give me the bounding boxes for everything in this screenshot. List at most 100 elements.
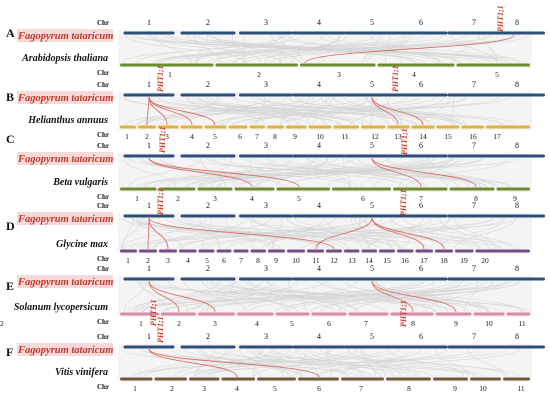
synteny-line bbox=[225, 217, 494, 250]
chromosome-bar bbox=[447, 93, 501, 97]
synteny-line bbox=[319, 348, 520, 378]
chromosome-bar bbox=[292, 345, 346, 349]
synteny-line bbox=[213, 34, 300, 64]
species-label-highlight bbox=[17, 343, 113, 356]
chr-label: Chr bbox=[97, 383, 109, 391]
species-label-highlight bbox=[17, 91, 113, 104]
synteny-line bbox=[191, 96, 356, 126]
panel-letter: F bbox=[6, 345, 13, 359]
synteny-line bbox=[280, 34, 340, 64]
synteny-line bbox=[142, 348, 349, 378]
pht1-synteny-line bbox=[148, 96, 216, 126]
chromosome-number: 4 bbox=[186, 256, 190, 265]
chromosome-number: 6 bbox=[361, 194, 365, 203]
synteny-line bbox=[296, 348, 319, 378]
synteny-line bbox=[252, 96, 327, 126]
synteny-line bbox=[319, 34, 441, 64]
synteny-line bbox=[185, 280, 509, 313]
chromosome-bar bbox=[397, 249, 414, 253]
chromosome-bar bbox=[348, 312, 389, 316]
chromosome-bar bbox=[473, 312, 505, 316]
synteny-line bbox=[310, 348, 484, 378]
chromosome-number: 5 bbox=[290, 319, 294, 328]
chromosome-bar bbox=[120, 63, 214, 67]
chr-label: Chr bbox=[97, 69, 109, 77]
synteny-line bbox=[354, 280, 462, 313]
chromosome-bar bbox=[344, 154, 400, 158]
synteny-line bbox=[268, 34, 530, 64]
synteny-line bbox=[366, 34, 411, 64]
chromosome-number: 5 bbox=[370, 80, 374, 89]
pht1-synteny-line bbox=[148, 157, 300, 188]
chromosome-bar bbox=[216, 249, 232, 253]
pht1-synteny-line bbox=[371, 96, 424, 126]
chromosome-bar bbox=[180, 154, 236, 158]
chromosome-bar bbox=[333, 125, 359, 129]
panel-letter: C bbox=[6, 132, 15, 146]
chromosome-number: 5 bbox=[370, 332, 374, 341]
chromosome-number: 13 bbox=[394, 132, 402, 141]
chromosome-bar bbox=[180, 93, 236, 97]
species-label: Helianthus annuus bbox=[27, 115, 108, 126]
chromosome-number: 4 bbox=[317, 332, 321, 341]
species-label: Vitis vinifera bbox=[55, 367, 108, 378]
species-label-tataricum: Fagopyrum tataricum bbox=[17, 93, 113, 104]
chromosome-number: 7 bbox=[472, 201, 476, 210]
chromosome-bar bbox=[158, 125, 179, 129]
chromosome-bar bbox=[435, 312, 472, 316]
synteny-line bbox=[183, 348, 412, 378]
chromosome-number: 4 bbox=[412, 70, 416, 79]
chromosome-number: 17 bbox=[493, 132, 501, 141]
pht1-gene-label: PHT1;1 bbox=[156, 65, 165, 92]
chromosome-number: 3 bbox=[264, 18, 268, 27]
chromosome-bar bbox=[394, 31, 448, 35]
synteny-line bbox=[307, 157, 510, 188]
chromosome-number: 3 bbox=[264, 141, 268, 150]
synteny-line bbox=[217, 157, 316, 188]
chromosome-number: 9 bbox=[454, 319, 458, 328]
synteny-line bbox=[368, 217, 424, 250]
synteny-line bbox=[166, 157, 294, 188]
synteny-line bbox=[142, 157, 338, 188]
synteny-line bbox=[439, 217, 489, 250]
synteny-line bbox=[126, 280, 264, 313]
chromosome-number: 5 bbox=[205, 256, 209, 265]
chromosome-number: 8 bbox=[515, 141, 519, 150]
synteny-line bbox=[120, 34, 303, 64]
chromosome-bar bbox=[447, 345, 501, 349]
synteny-line bbox=[359, 217, 502, 250]
synteny-line bbox=[174, 348, 274, 378]
synteny-line bbox=[390, 217, 480, 250]
synteny-line bbox=[319, 280, 469, 313]
pht1-gene-marker: PHT1;1 bbox=[156, 65, 165, 92]
chromosome-bar bbox=[489, 31, 545, 35]
species-label-tataricum: Fagopyrum tataricum bbox=[17, 345, 113, 356]
chromosome-bar bbox=[506, 312, 530, 316]
synteny-line bbox=[302, 217, 504, 250]
chromosome-bar bbox=[341, 377, 384, 381]
species-label: Arabidopsis thaliana bbox=[21, 53, 108, 64]
synteny-line bbox=[346, 157, 481, 188]
synteny-line bbox=[123, 217, 273, 250]
chromosome-bar bbox=[120, 125, 136, 129]
synteny-line bbox=[132, 34, 519, 64]
chromosome-bar bbox=[239, 214, 293, 218]
chromosome-number: 8 bbox=[515, 201, 519, 210]
synteny-line bbox=[321, 280, 458, 313]
pht1-synteny-line bbox=[148, 280, 216, 313]
synteny-line bbox=[187, 34, 262, 64]
synteny-line bbox=[427, 157, 469, 188]
chromosome-number: 9 bbox=[513, 194, 517, 203]
chromosome-number: 5 bbox=[213, 132, 217, 141]
chromosome-bar bbox=[436, 125, 460, 129]
chromosome-number: 6 bbox=[419, 264, 423, 273]
chromosome-number: 3 bbox=[264, 201, 268, 210]
pht1-synteny-line bbox=[148, 217, 169, 250]
synteny-line bbox=[380, 34, 403, 64]
chromosome-number: 13 bbox=[348, 256, 356, 265]
synteny-line bbox=[405, 157, 509, 188]
chromosome-bar bbox=[292, 93, 346, 97]
pht1-synteny-line bbox=[148, 217, 335, 250]
species-label-tataricum: Fagopyrum tataricum bbox=[17, 277, 113, 288]
synteny-line bbox=[121, 217, 142, 250]
